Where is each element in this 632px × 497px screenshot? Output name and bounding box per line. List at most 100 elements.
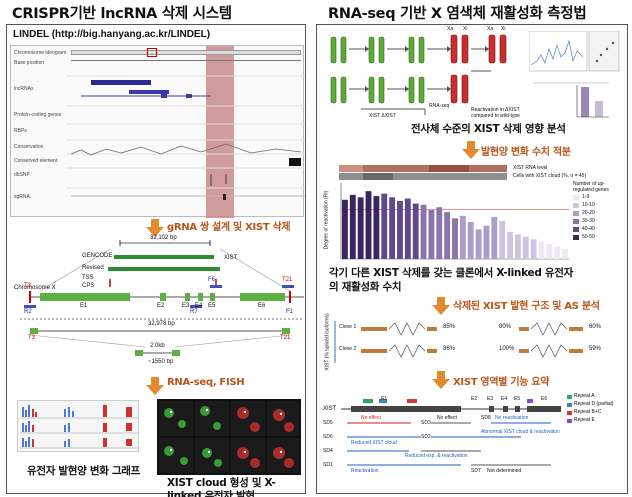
sd6-note: Reduced XIST cloud — [351, 440, 397, 446]
bar-22 — [507, 231, 513, 259]
summary-gene: XIST — [323, 406, 337, 412]
chart-ylabel: Degree of reactivation (RI) — [323, 190, 330, 250]
splice-pct-r2: 100% — [499, 346, 515, 352]
track-revised: Revised — [82, 265, 104, 271]
label-wt: XIST ΔXIST — [369, 113, 396, 119]
bar-26 — [538, 241, 545, 259]
bar-19 — [483, 225, 490, 259]
left-title: CRISPR기반 lncRNA 삭제 시스템 — [12, 6, 232, 22]
bar-15 — [452, 218, 458, 259]
marker-t21: T21 — [282, 277, 293, 283]
legend-swatch-0 — [573, 195, 579, 200]
gene-structure[interactable]: 32,102 bp GENCODE Revised TSS CPS XIST C… — [10, 235, 304, 375]
legend-swatch-4 — [573, 227, 579, 232]
right-caption2-line2: 의 재활성화 수치 — [329, 281, 402, 293]
marker-f1: F1 — [286, 309, 294, 315]
bar-4 — [365, 191, 372, 259]
right-step3: XIST 영역별 기능 요약 — [453, 377, 550, 388]
sd8-id: SD8 — [481, 415, 491, 421]
caption-graph: 유전자 발현양 변화 그래프 — [27, 465, 141, 477]
genome-browser[interactable]: Chromosome ideogram Base position lncRNA… — [10, 45, 305, 218]
bar-17 — [467, 222, 474, 259]
sd8-note: No reactivation — [495, 415, 529, 421]
legend-cells: Cells with XIST cloud (%, n = 45) — [513, 173, 587, 179]
sd3-id: SD3 — [421, 420, 431, 426]
sd4-id: SD4 — [323, 448, 333, 454]
bar-2 — [349, 194, 356, 259]
legend-repeat-bc: Repeat B+C — [574, 409, 602, 415]
splice-diagram[interactable]: XIST (% spliced isoforms) Clone 1 Clone … — [321, 313, 625, 370]
bar-14 — [444, 212, 451, 259]
primer-t21: T21 — [280, 335, 291, 341]
sd7-id: SD7 — [471, 468, 481, 474]
left-step2: RNA-seq, FISH — [167, 377, 245, 388]
track-label-6: Conserved element — [14, 158, 58, 164]
splice-row-1: Clone 1 — [339, 324, 357, 330]
exon-e4: E4 — [195, 303, 203, 309]
exon-e6: E6 — [258, 303, 266, 309]
lindel-label[interactable]: LINDEL (http://big.hanyang.ac.kr/LINDEL) — [13, 29, 211, 40]
right-caption1: 전사체 수준의 XIST 삭제 영향 분석 — [411, 123, 566, 135]
fish-images-svg — [159, 401, 299, 473]
right-step1: 발현양 변화 수치 적분 — [481, 147, 571, 158]
label-xa-1: Xa — [447, 26, 454, 32]
bar-25 — [530, 239, 537, 259]
label-xi-2: Xi — [501, 26, 506, 32]
marker-f6: F6 — [208, 277, 216, 283]
bar-18 — [475, 229, 482, 259]
legend-repeat-e-swatch — [567, 419, 572, 423]
bar-27 — [546, 244, 553, 259]
track-tss: TSS — [82, 275, 94, 281]
deletion-size: 32,978 bp — [148, 321, 175, 327]
bar-28 — [554, 246, 561, 259]
x-schematic[interactable]: Xa Xi Xa Xi RNA-seq Reactivation in ΔXIS… — [321, 26, 521, 129]
sd5-note: No effect — [361, 415, 381, 421]
ri-plot[interactable] — [529, 31, 621, 129]
summary-diagram[interactable]: XIST E1 E2 E3 E4 E5 E6 Repeat A Repeat D… — [321, 393, 625, 493]
bar-5 — [373, 196, 380, 259]
splice-svg — [334, 321, 583, 363]
left-panel: LINDEL (http://big.hanyang.ac.kr/LINDEL)… — [6, 24, 306, 497]
fish-images[interactable] — [157, 399, 301, 475]
bar-24 — [522, 236, 529, 259]
bar-1 — [342, 199, 348, 259]
ideogram-marker — [147, 48, 157, 57]
expression-graph[interactable] — [17, 400, 139, 452]
track-label-3: Protein-coding genes — [14, 112, 62, 118]
legend-level: XIST RNA level — [513, 165, 548, 171]
splice-pct-r1: 80% — [499, 324, 512, 330]
reactivation-chart[interactable]: XIST RNA level Cells with XIST cloud (%,… — [321, 165, 625, 265]
gene-structure-svg — [20, 240, 304, 356]
bar-21 — [499, 220, 506, 259]
track-label-8: sgRNA — [14, 194, 30, 200]
sd2-note: Abnormal XIST cloud & reactivation — [481, 429, 560, 435]
legend-title: Number of up-regulated genes — [573, 181, 609, 193]
track-cps: CPS — [82, 283, 95, 289]
splice-pct-f2: 59% — [589, 346, 602, 352]
sd6-id: SD6 — [323, 434, 333, 440]
exon-e2: E2 — [157, 303, 165, 309]
legend-item-0: 1-9 — [582, 194, 590, 200]
browser-tracks-svg — [66, 75, 305, 200]
track-label-2: lncRNAs — [14, 86, 34, 92]
ideogram — [71, 50, 301, 55]
legend-repeat-d-swatch — [567, 403, 572, 407]
label-reactivation: Reactivation in ΔXIST compared to wild-t… — [471, 107, 520, 119]
splice-pct-f1: 60% — [589, 324, 602, 330]
summary-exon-e6: E6 — [541, 396, 548, 402]
exon-e5: E5 — [208, 303, 216, 309]
track-gencode: GENCODE — [82, 253, 113, 259]
track-label-7: dbSNP — [14, 172, 30, 178]
track-label-0: Chromosome ideogram — [14, 50, 67, 56]
gene-name: XIST — [224, 255, 238, 261]
summary-exon-e5: E5 — [514, 396, 521, 402]
legend-item-3: 30-39 — [582, 218, 595, 224]
legend-repeat-d: Repeat D (partial) — [574, 401, 614, 407]
left-step1: gRNA 쌍 설계 및 XIST 삭제 — [167, 222, 291, 233]
chromosome-label: Chromosome X — [14, 285, 56, 291]
bar-6 — [381, 193, 388, 259]
splice-row-2: Clone 2 — [339, 346, 357, 352]
label-xi-1: Xi — [463, 26, 468, 32]
legend-item-1: 10-19 — [582, 202, 595, 208]
splice-pct-l1: 85% — [443, 324, 456, 330]
